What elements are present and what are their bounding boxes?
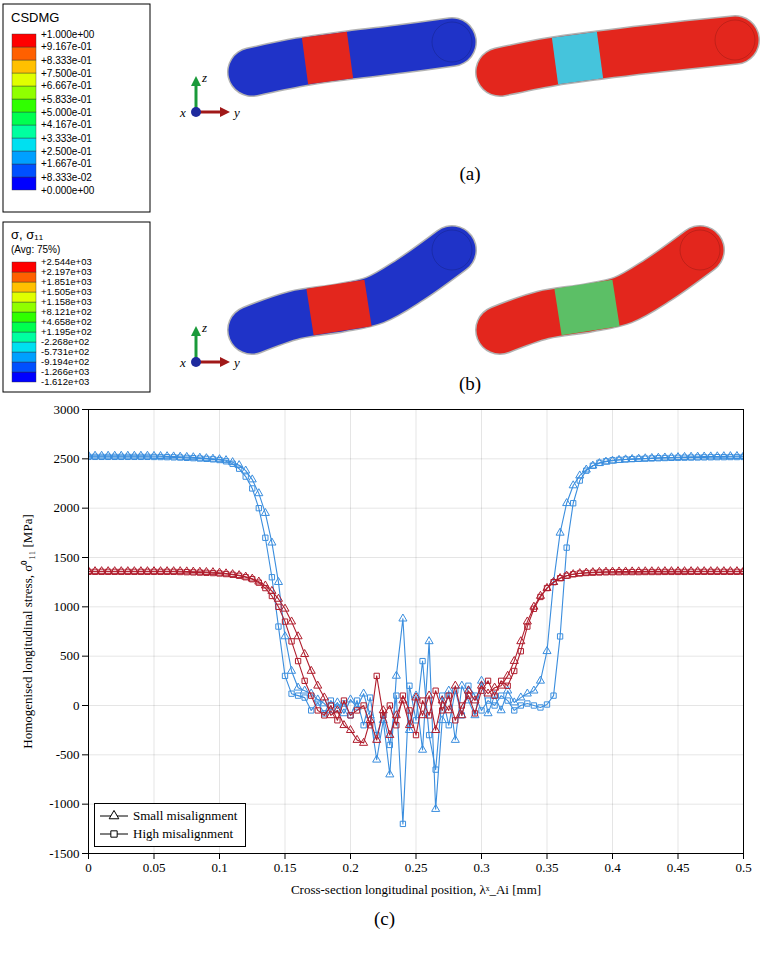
svg-text:2000: 2000 [54, 500, 80, 515]
svg-text:CSDMG: CSDMG [11, 10, 59, 25]
svg-text:+7.500e-01: +7.500e-01 [41, 68, 92, 79]
svg-text:-1.266e+03: -1.266e+03 [41, 366, 90, 378]
svg-text:+1.667e-01: +1.667e-01 [41, 158, 92, 169]
svg-text:0: 0 [85, 860, 92, 875]
svg-text:0: 0 [73, 698, 80, 713]
svg-text:+9.167e-01: +9.167e-01 [41, 41, 92, 52]
svg-text:+5.833e-01: +5.833e-01 [41, 94, 92, 105]
svg-text:+0.000e+00: +0.000e+00 [41, 185, 95, 196]
svg-text:0.45: 0.45 [667, 860, 690, 875]
svg-text:+3.333e-01: +3.333e-01 [41, 133, 92, 144]
svg-text:-1.612e+03: -1.612e+03 [41, 376, 89, 387]
svg-text:+8.333e-01: +8.333e-01 [41, 55, 92, 66]
svg-text:-1000: -1000 [49, 796, 79, 811]
svg-text:+4.658e+02: +4.658e+02 [41, 316, 92, 328]
svg-text:-2.268e+02: -2.268e+02 [41, 336, 90, 348]
svg-text:z: z [201, 320, 207, 335]
svg-text:+1.505e+03: +1.505e+03 [41, 286, 92, 298]
svg-text:+6.667e-01: +6.667e-01 [41, 80, 92, 91]
svg-text:0.4: 0.4 [604, 860, 621, 875]
svg-text:x: x [179, 105, 186, 120]
html-text:(c): (c) [374, 908, 395, 929]
html-text:Small misalignment: Small misalignment [133, 808, 238, 823]
svg-text:0.05: 0.05 [143, 860, 166, 875]
svg-text:y: y [232, 105, 240, 120]
html-text:High misalignment: High misalignment [133, 826, 233, 841]
svg-text:+1.000e+00: +1.000e+00 [41, 29, 95, 40]
svg-text:+1.851e+03: +1.851e+03 [41, 276, 92, 288]
svg-text:x: x [179, 355, 186, 370]
svg-text:0.35: 0.35 [536, 860, 559, 875]
svg-text:+1.195e+02: +1.195e+02 [41, 326, 92, 338]
svg-text:(a): (a) [459, 163, 480, 185]
svg-text:+1.158e+03: +1.158e+03 [41, 296, 92, 308]
svg-text:0.15: 0.15 [274, 860, 297, 875]
svg-text:2500: 2500 [54, 451, 80, 466]
svg-text:-9.194e+02: -9.194e+02 [41, 356, 90, 368]
svg-text:0.2: 0.2 [342, 860, 358, 875]
svg-text:Cross-section longitudinal pos: Cross-section longitudinal position, λˣ_… [291, 882, 541, 897]
svg-text:+8.121e+02: +8.121e+02 [41, 306, 92, 318]
svg-text:y: y [232, 355, 240, 370]
svg-text:+5.000e-01: +5.000e-01 [41, 107, 92, 118]
svg-text:-5.731e+02: -5.731e+02 [41, 346, 90, 358]
svg-text:Homogenised longitudinal stres: Homogenised longitudinal stress, σ⁰₁₁ [M… [20, 514, 35, 748]
svg-text:+2.500e-01: +2.500e-01 [41, 146, 92, 157]
svg-text:+2.197e+03: +2.197e+03 [41, 266, 92, 278]
svg-text:0.1: 0.1 [211, 860, 227, 875]
svg-text:σ, σ₁₁: σ, σ₁₁ [11, 227, 44, 242]
svg-text:1000: 1000 [54, 599, 80, 614]
svg-text:+4.167e-01: +4.167e-01 [41, 119, 92, 130]
svg-text:+8.333e-02: +8.333e-02 [41, 172, 92, 183]
svg-text:500: 500 [60, 648, 80, 663]
svg-text:0.25: 0.25 [405, 860, 428, 875]
svg-text:z: z [201, 70, 207, 85]
svg-text:(b): (b) [459, 373, 481, 395]
svg-text:+2.544e+03: +2.544e+03 [41, 256, 92, 268]
svg-text:-500: -500 [56, 747, 80, 762]
svg-text:-1500: -1500 [49, 846, 79, 861]
svg-text:(Avg: 75%): (Avg: 75%) [11, 244, 60, 255]
svg-text:1500: 1500 [54, 550, 80, 565]
svg-text:0.3: 0.3 [473, 860, 489, 875]
svg-text:3000: 3000 [54, 402, 80, 417]
svg-text:0.5: 0.5 [735, 860, 751, 875]
